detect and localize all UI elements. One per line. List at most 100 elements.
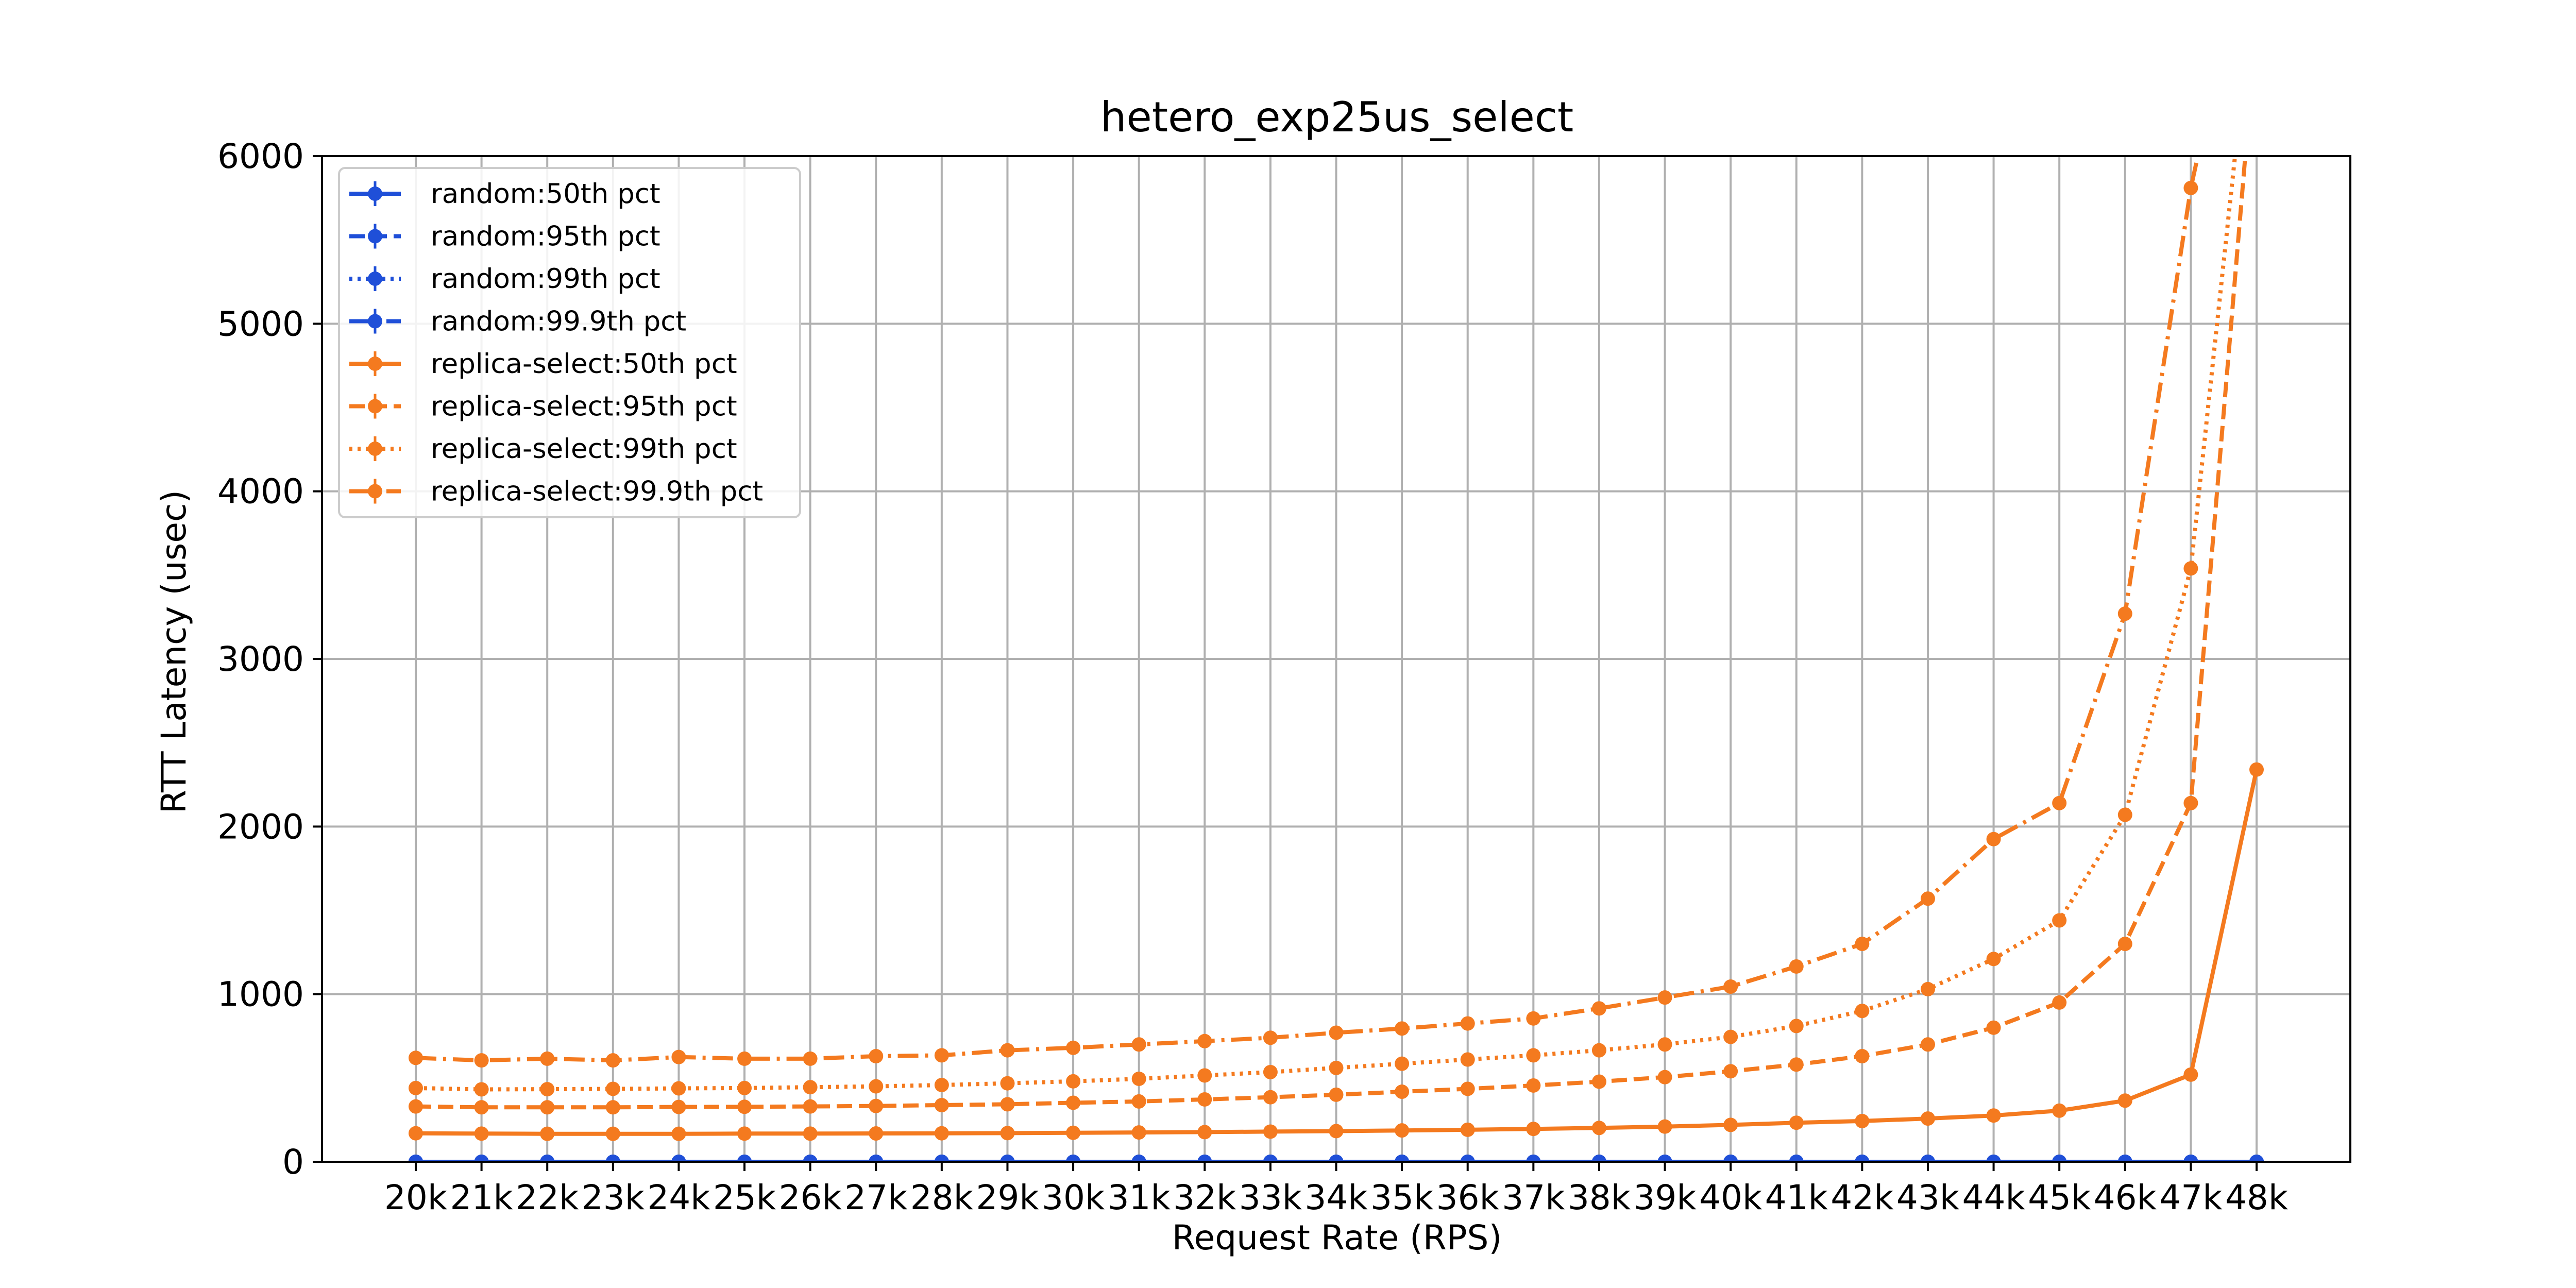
x-tick-label: 26k — [779, 1178, 842, 1217]
data-point — [474, 1100, 489, 1115]
data-point — [1329, 1060, 1344, 1075]
data-point — [1329, 1124, 1344, 1139]
y-axis-label: RTT Latency (usec) — [154, 490, 194, 814]
legend-entry: replica-select:95th pct — [349, 391, 737, 422]
data-point — [1263, 1124, 1278, 1139]
data-point — [1066, 1125, 1081, 1140]
data-point — [1263, 1155, 1278, 1162]
data-point — [540, 1051, 555, 1066]
legend-entry: random:99.9th pct — [349, 306, 686, 337]
legend: random:50th pct random:95th pct random:99t… — [338, 167, 801, 518]
x-tick-label: 29k — [976, 1178, 1039, 1217]
data-point — [1197, 1125, 1212, 1140]
data-point — [1329, 1025, 1344, 1040]
data-point — [1395, 1123, 1410, 1138]
data-point — [869, 1079, 884, 1094]
data-point — [671, 1099, 686, 1114]
y-tick-label: 2000 — [217, 807, 304, 846]
legend-entry: replica-select:99th pct — [349, 433, 737, 465]
legend-entry: random:50th pct — [349, 178, 660, 210]
data-point — [869, 1098, 884, 1113]
data-point — [1789, 1057, 1804, 1072]
data-point — [1460, 1016, 1475, 1031]
data-point — [1920, 891, 1935, 906]
data-point — [2183, 180, 2198, 195]
y-tick-label: 3000 — [217, 639, 304, 679]
data-point — [2117, 807, 2132, 822]
data-point — [1329, 1155, 1344, 1162]
data-point — [540, 1100, 555, 1115]
series — [409, 1155, 2264, 1162]
data-point — [409, 1050, 423, 1065]
legend-label: replica-select:99th pct — [431, 433, 737, 465]
legend-marker — [368, 357, 382, 371]
data-point — [474, 1155, 489, 1162]
x-tick-label: 47k — [2159, 1178, 2223, 1217]
data-point — [737, 1051, 752, 1066]
data-point — [2183, 795, 2198, 810]
data-point — [1460, 1052, 1475, 1067]
data-point — [1986, 1155, 2001, 1162]
data-point — [869, 1126, 884, 1141]
legend-entry: replica-select:50th pct — [349, 348, 737, 380]
legend-entry: replica-select:99.9th pct — [349, 476, 763, 507]
data-point — [605, 1081, 620, 1096]
data-point — [1657, 1155, 1672, 1162]
data-point — [1066, 1155, 1081, 1162]
data-point — [1920, 1037, 1935, 1052]
series — [409, 762, 2264, 1141]
data-point — [803, 1051, 818, 1066]
data-point — [2183, 561, 2198, 576]
data-point — [1263, 1030, 1278, 1045]
legend-label: replica-select:99.9th pct — [431, 476, 763, 507]
x-tick-label: 23k — [582, 1178, 645, 1217]
data-point — [1920, 1155, 1935, 1162]
data-point — [1591, 1121, 1606, 1136]
data-point — [1986, 1108, 2001, 1123]
data-point — [671, 1081, 686, 1096]
data-point — [2052, 1155, 2067, 1162]
data-point — [1723, 979, 1738, 994]
legend-marker — [368, 484, 382, 499]
legend-entry: random:99th pct — [349, 263, 660, 295]
data-point — [1723, 1029, 1738, 1044]
x-tick-label: 35k — [1370, 1178, 1434, 1217]
data-point — [1131, 1071, 1146, 1086]
data-point — [1066, 1095, 1081, 1110]
legend-marker — [368, 399, 382, 414]
data-point — [1263, 1064, 1278, 1079]
data-point — [2183, 1067, 2198, 1082]
data-point — [1000, 1155, 1015, 1162]
data-point — [1855, 1155, 1870, 1162]
data-point — [1657, 1070, 1672, 1084]
data-point — [671, 1155, 686, 1162]
data-point — [934, 1077, 949, 1092]
data-point — [1263, 1090, 1278, 1105]
data-point — [803, 1080, 818, 1095]
data-point — [1131, 1155, 1146, 1162]
data-point — [1591, 1043, 1606, 1058]
x-tick-label: 48k — [2225, 1178, 2289, 1217]
data-point — [671, 1126, 686, 1141]
data-point — [1395, 1155, 1410, 1162]
data-point — [1197, 1033, 1212, 1048]
x-tick-label: 40k — [1699, 1178, 1762, 1217]
data-point — [1000, 1126, 1015, 1141]
series — [409, 156, 2200, 1068]
data-point — [540, 1126, 555, 1141]
y-tick-label: 6000 — [217, 137, 304, 176]
data-point — [1789, 1019, 1804, 1033]
x-tick-label: 42k — [1831, 1178, 1894, 1217]
legend-marker — [368, 442, 382, 456]
data-point — [2117, 1093, 2132, 1108]
legend-entry: random:95th pct — [349, 221, 660, 252]
data-point — [1657, 1037, 1672, 1052]
data-point — [1526, 1155, 1541, 1162]
x-tick-label: 36k — [1436, 1178, 1500, 1217]
x-tick-label: 45k — [2028, 1178, 2091, 1217]
data-point — [2052, 795, 2067, 810]
data-point — [1920, 981, 1935, 996]
data-point — [1526, 1078, 1541, 1093]
legend-box — [338, 167, 801, 518]
data-point — [1986, 1020, 2001, 1035]
